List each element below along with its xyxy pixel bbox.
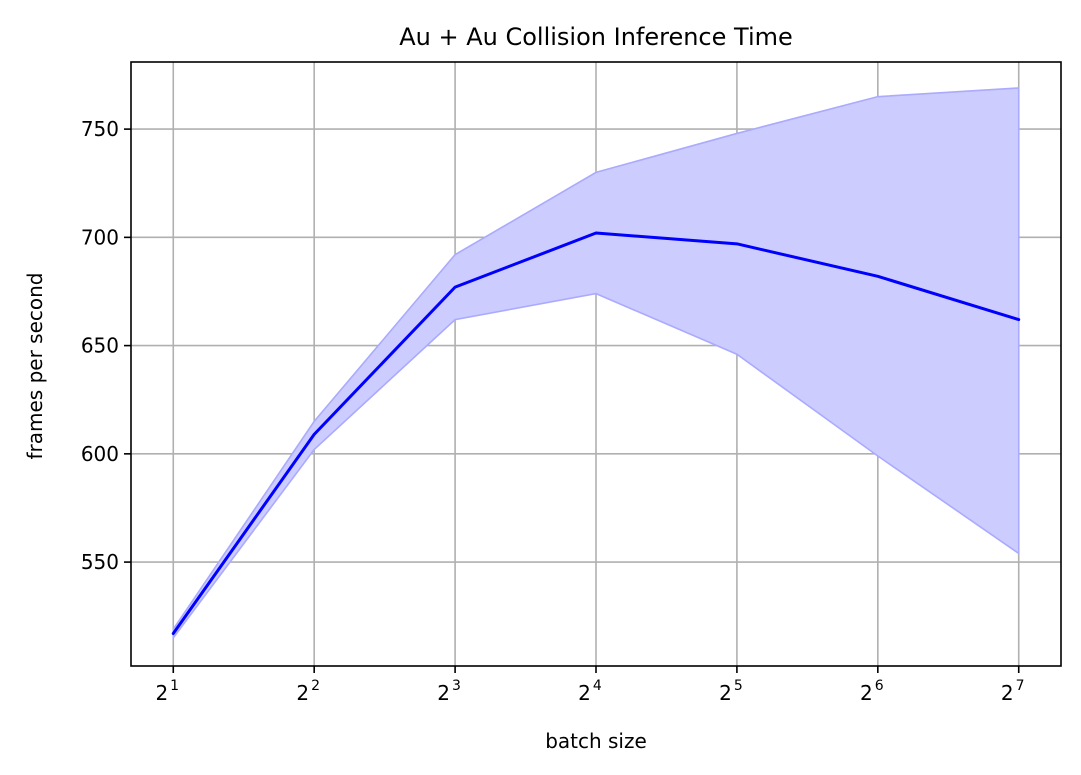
- confidence-band: [172, 87, 1020, 641]
- confidence-band-layer: [172, 87, 1020, 641]
- series-line-layer: [171, 231, 1021, 636]
- x-tick-exponent: 7: [1016, 678, 1025, 694]
- y-axis-label: frames per second: [23, 273, 47, 460]
- y-tick-label: 750: [81, 117, 119, 141]
- y-tick-label: 700: [81, 225, 119, 249]
- x-tick-exponent: 3: [452, 678, 461, 694]
- x-axis-label: batch size: [545, 729, 647, 753]
- x-tick-exponent: 4: [593, 678, 602, 694]
- x-tick-exponent: 1: [170, 678, 179, 694]
- x-tick-exponent: 5: [734, 678, 743, 694]
- y-tick-label: 650: [81, 334, 119, 358]
- x-tick-exponent: 6: [875, 678, 884, 694]
- y-tick-label: 600: [81, 442, 119, 466]
- x-tick-exponent: 2: [311, 678, 320, 694]
- y-tick-label: 550: [81, 550, 119, 574]
- chart-title: Au + Au Collision Inference Time: [399, 23, 793, 51]
